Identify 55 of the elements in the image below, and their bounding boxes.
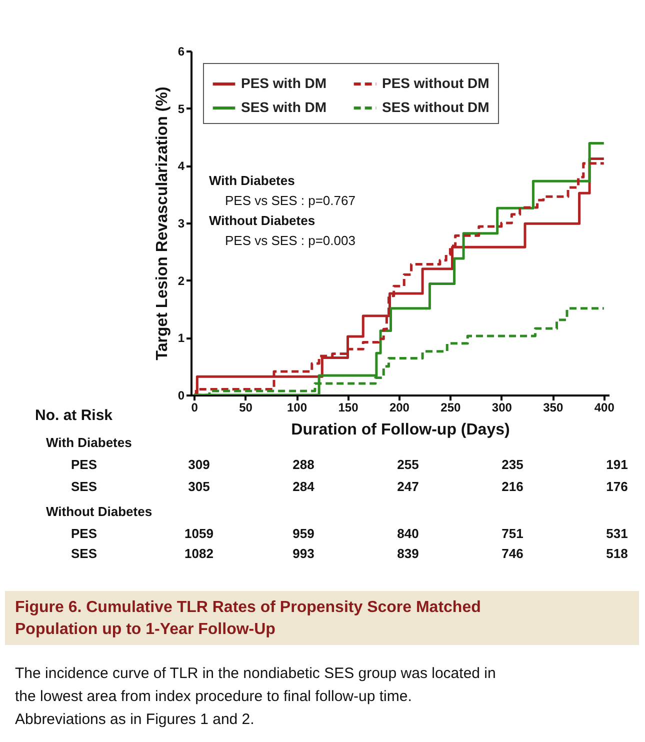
text: PES (71, 526, 98, 541)
text: 839 (397, 546, 419, 561)
annotation: PES vs SES : p=0.003 (225, 233, 356, 248)
text: 309 (188, 457, 210, 472)
text: Figure 6. Cumulative TLR Rates of Propensity Score Matched Population up to 1-Year Follow-Up (15, 599, 481, 638)
text: 531 (606, 526, 628, 541)
x-tick-label: 350 (543, 400, 564, 414)
annotation: PES vs SES : p=0.767 (225, 193, 356, 208)
text: 284 (292, 479, 316, 494)
legend-label: PES with DM (241, 75, 327, 91)
text: 1082 (184, 546, 214, 561)
text: 255 (397, 457, 419, 472)
text: 518 (606, 546, 628, 561)
annotation: With Diabetes (209, 173, 295, 188)
x-axis-title: Duration of Follow-up (Days) (291, 422, 510, 438)
text: 1059 (184, 526, 214, 541)
text: 840 (397, 526, 419, 541)
text: 216 (502, 479, 524, 494)
x-tick-label: 400 (594, 400, 615, 414)
x-tick-label: 100 (287, 400, 308, 414)
legend-label: SES with DM (241, 99, 327, 115)
text: 751 (502, 526, 524, 541)
x-tick-label: 300 (492, 400, 512, 414)
text: SES (71, 479, 98, 494)
text: 191 (606, 457, 628, 472)
y-tick-label: 4 (178, 159, 185, 174)
annotation: Without Diabetes (209, 213, 316, 228)
text: PES (71, 457, 98, 472)
y-tick-label: 2 (178, 274, 185, 288)
y-tick-label: 5 (178, 102, 185, 116)
text: SES (71, 546, 98, 561)
y-tick-label: 1 (178, 331, 185, 346)
text: 288 (292, 457, 314, 472)
x-tick-label: 200 (389, 400, 410, 414)
y-axis-title: Target Lesion Revascularization (%) (154, 86, 171, 360)
text: 176 (606, 479, 628, 494)
text: 959 (292, 526, 314, 541)
text: 746 (502, 546, 524, 561)
text: 235 (502, 457, 524, 472)
text: With Diabetes (46, 435, 132, 450)
text: 993 (292, 546, 314, 561)
x-tick-label: 0 (191, 400, 198, 414)
x-tick-label: 50 (239, 400, 253, 414)
text: 247 (397, 479, 419, 494)
x-tick-label: 250 (440, 400, 462, 414)
text: Without Diabetes (46, 504, 152, 519)
y-tick-label: 6 (178, 44, 185, 58)
legend-label: PES without DM (382, 75, 490, 91)
text: 305 (188, 479, 210, 494)
legend-label: SES without DM (382, 99, 490, 115)
y-tick-label: 3 (178, 216, 185, 230)
text: No. at Risk (35, 407, 114, 424)
y-tick-label: 0 (178, 388, 185, 402)
text: The incidence curve of TLR in the nondiabetic SES group was located in the lowest area from index procedure to final follow-up time. Abbreviations as in Figures 1 and 2. (15, 665, 496, 728)
x-tick-label: 150 (338, 400, 359, 414)
